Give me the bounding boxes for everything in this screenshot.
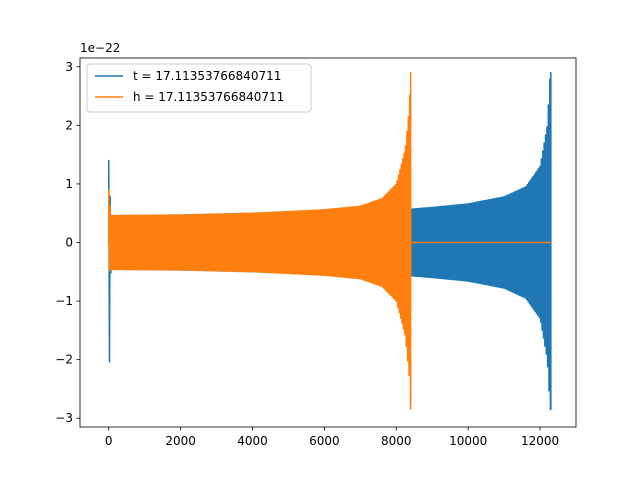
legend-label: t = 17.11353766840711: [133, 69, 281, 83]
x-tick-label: 6000: [309, 434, 340, 448]
y-tick-label: −1: [55, 294, 73, 308]
x-tick-label: 12000: [521, 434, 559, 448]
axes: 0 2000 4000 6000 8000 10000 12000 −3 −2 −1 0 1 2 3: [55, 57, 577, 448]
y-tick-label: 2: [65, 118, 73, 132]
legend-box: [86, 63, 312, 113]
series-h: [108, 71, 551, 411]
x-tick-label: 10000: [449, 434, 487, 448]
legend-label: h = 17.11353766840711: [133, 90, 284, 104]
x-tick-label: 0: [105, 434, 113, 448]
y-offset-label: 1e−22: [80, 41, 120, 55]
series-line-h: [108, 71, 551, 411]
y-tick-label: −3: [55, 411, 73, 425]
plot-area: [108, 71, 552, 411]
y-tick-label: 0: [65, 236, 73, 250]
y-tick-label: 1: [65, 177, 73, 191]
y-tick-label: −2: [55, 353, 73, 367]
legend: t = 17.11353766840711 h = 17.113537668407…: [86, 63, 312, 113]
y-tick-label: 3: [65, 60, 73, 74]
x-tick-label: 4000: [237, 434, 268, 448]
x-tick-label: 8000: [381, 434, 412, 448]
x-tick-label: 2000: [165, 434, 196, 448]
